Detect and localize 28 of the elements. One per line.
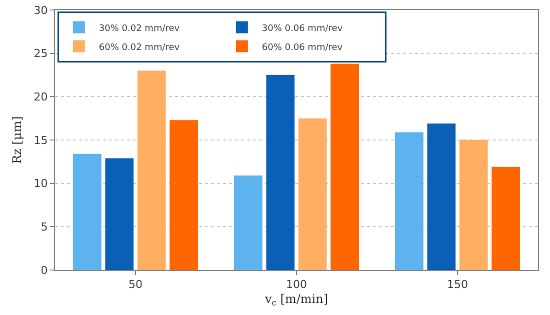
legend-label: 30% 0.06 mm/rev — [262, 24, 344, 34]
bar — [298, 118, 327, 270]
bar — [170, 120, 198, 270]
bar — [427, 124, 456, 270]
x-axis-title: v$_{c}$ [m/min] — [264, 292, 328, 308]
x-tick-label: 150 — [447, 278, 468, 292]
legend-label: 60% 0.02 mm/rev — [98, 42, 180, 53]
legend-label: 60% 0.06 mm/rev — [262, 42, 344, 53]
x-tick-label: 100 — [286, 278, 307, 292]
bar — [105, 158, 134, 270]
y-tick-label: 25 — [34, 47, 48, 60]
legend-label: 30% 0.02 mm/rev — [98, 24, 180, 34]
x-tick-label: 50 — [128, 278, 142, 292]
y-axis-title: Rz [μm] — [10, 116, 24, 164]
y-tick-label: 20 — [34, 90, 48, 104]
y-tick-label: 10 — [34, 177, 48, 190]
bar — [234, 176, 262, 270]
bar — [492, 166, 520, 270]
bar — [395, 132, 424, 270]
bar — [137, 70, 166, 270]
y-tick-label: 0 — [40, 264, 48, 277]
bar — [73, 154, 102, 270]
y-tick-label: 5 — [40, 220, 48, 234]
bar — [266, 75, 295, 270]
bar — [459, 140, 488, 270]
bar — [330, 64, 359, 270]
y-tick-label: 15 — [34, 134, 48, 147]
y-tick-label: 30 — [34, 4, 48, 17]
